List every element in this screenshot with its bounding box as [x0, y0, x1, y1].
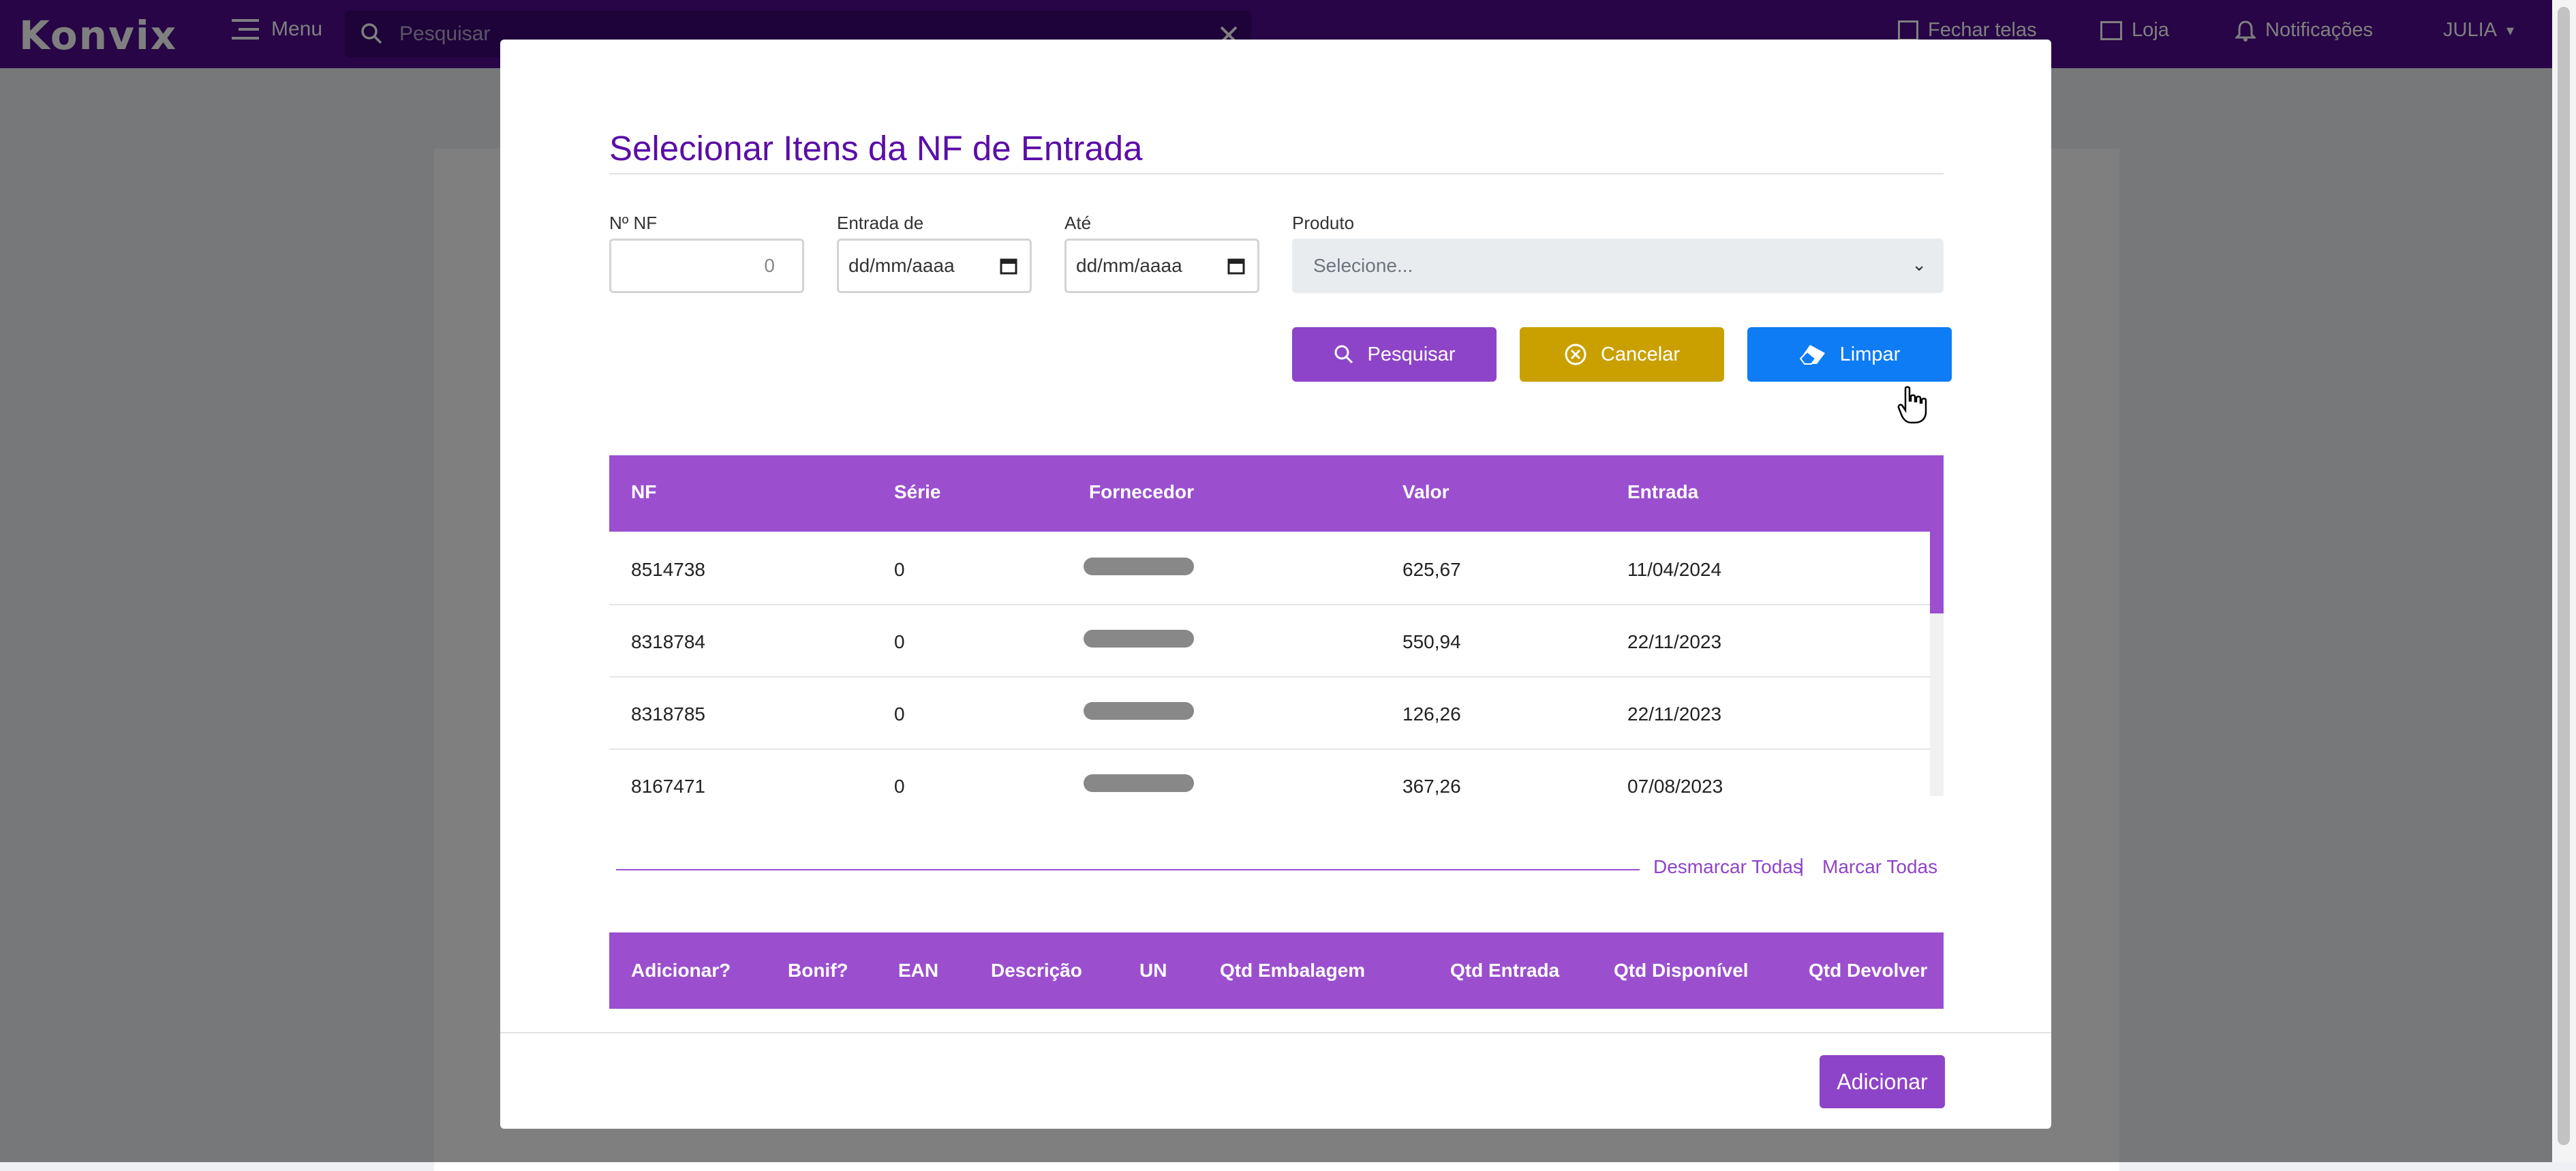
entrada-cell: 22/11/2023 [1627, 703, 1722, 725]
modal-footer-divider [500, 1032, 2051, 1033]
nf-number-input[interactable]: 0 [609, 239, 804, 293]
entrada-cell: 22/11/2023 [1627, 631, 1722, 652]
serie-cell: 0 [894, 703, 905, 725]
col-nf[interactable]: NF [631, 481, 657, 502]
cancelar-button[interactable]: Cancelar [1520, 327, 1724, 382]
calendar-icon[interactable] [1000, 257, 1017, 275]
limpar-label: Limpar [1839, 343, 1901, 365]
col-fornecedor[interactable]: Fornecedor [1089, 481, 1195, 502]
nf-table-header: NF Série Fornecedor Valor Entrada [609, 455, 1930, 532]
chevron-down-icon: ⌄ [1912, 254, 1927, 275]
table-row[interactable]: 8514738 0 625,67 11/04/2024 [609, 532, 1930, 605]
col-bonif[interactable]: Bonif? [788, 960, 848, 981]
page-scrollbar[interactable] [2552, 0, 2576, 1162]
selection-divider [616, 869, 1640, 870]
nf-cell: 8318785 [631, 703, 706, 725]
fornecedor-redacted [1084, 774, 1194, 792]
adicionar-label: Adicionar [1837, 1069, 1928, 1094]
nf-label: Nº NF [609, 213, 658, 233]
modal-title: Selecionar Itens da NF de Entrada [609, 129, 1143, 168]
entrada-cell: 07/08/2023 [1627, 776, 1723, 796]
cancelar-label: Cancelar [1600, 343, 1681, 365]
valor-cell: 126,26 [1402, 703, 1461, 725]
table-row[interactable]: 8318784 0 550,94 22/11/2023 [609, 604, 1930, 678]
col-un[interactable]: UN [1139, 960, 1167, 981]
ate-label: Até [1064, 213, 1092, 233]
col-descricao[interactable]: Descrição [991, 960, 1082, 981]
table-row[interactable]: 8167471 0 367,26 07/08/2023 [609, 748, 1930, 796]
desmarcar-todas-link[interactable]: Desmarcar Todas [1653, 856, 1803, 877]
calendar-icon[interactable] [1227, 257, 1245, 275]
valor-cell: 367,26 [1402, 776, 1461, 796]
produto-label: Produto [1292, 213, 1355, 233]
col-qtd-disponivel[interactable]: Qtd Disponível [1614, 960, 1749, 981]
fornecedor-redacted [1084, 630, 1194, 648]
col-entrada[interactable]: Entrada [1627, 481, 1699, 502]
table-row[interactable]: 8318785 0 126,26 22/11/2023 [609, 676, 1930, 750]
cancel-circle-icon [1565, 344, 1586, 365]
produto-select[interactable]: Selecione... ⌄ [1292, 239, 1944, 293]
col-valor[interactable]: Valor [1402, 481, 1450, 502]
hand-pointer-icon [1897, 386, 1927, 424]
items-table-header: Adicionar? Bonif? EAN Descrição UN Qtd E… [609, 932, 1944, 1009]
ate-date-value: dd/mm/aaaa [1076, 255, 1182, 276]
serie-cell: 0 [894, 776, 905, 796]
pesquisar-button[interactable]: Pesquisar [1292, 327, 1497, 382]
marcar-todas-link[interactable]: Marcar Todas [1822, 856, 1938, 877]
nf-number-value: 0 [764, 255, 775, 276]
produto-select-value: Selecione... [1313, 255, 1413, 276]
entrada-date-value: dd/mm/aaaa [848, 255, 955, 276]
fornecedor-redacted [1084, 702, 1194, 720]
col-adicionar[interactable]: Adicionar? [631, 960, 731, 981]
title-divider [609, 173, 1944, 174]
nf-table-scrollbar[interactable] [1930, 455, 1944, 796]
col-qtd-devolver[interactable]: Qtd Devolver [1809, 960, 1928, 981]
search-icon [1334, 345, 1353, 364]
entrada-date-input[interactable]: dd/mm/aaaa [837, 239, 1032, 293]
col-qtd-entrada[interactable]: Qtd Entrada [1450, 960, 1560, 981]
valor-cell: 625,67 [1402, 559, 1461, 580]
valor-cell: 550,94 [1402, 631, 1461, 652]
col-ean[interactable]: EAN [898, 960, 939, 981]
serie-cell: 0 [894, 559, 905, 580]
nf-cell: 8514738 [631, 559, 706, 580]
nf-cell: 8318784 [631, 631, 706, 652]
col-qtd-embalagem[interactable]: Qtd Embalagem [1220, 960, 1366, 981]
serie-cell: 0 [894, 631, 905, 652]
limpar-button[interactable]: Limpar [1747, 327, 1952, 382]
entrada-label: Entrada de [837, 213, 924, 233]
ate-date-input[interactable]: dd/mm/aaaa [1064, 239, 1259, 293]
adicionar-button[interactable]: Adicionar [1820, 1055, 1945, 1108]
col-serie[interactable]: Série [894, 481, 941, 502]
fornecedor-redacted [1084, 558, 1194, 575]
pesquisar-label: Pesquisar [1367, 343, 1456, 365]
nf-cell: 8167471 [631, 776, 706, 796]
select-nf-items-modal: Selecionar Itens da NF de Entrada Nº NF … [500, 40, 2051, 1129]
entrada-cell: 11/04/2024 [1627, 559, 1722, 580]
eraser-icon [1799, 345, 1825, 365]
nf-table: NF Série Fornecedor Valor Entrada 851473… [609, 455, 1944, 796]
link-separator: | [1799, 855, 1805, 876]
